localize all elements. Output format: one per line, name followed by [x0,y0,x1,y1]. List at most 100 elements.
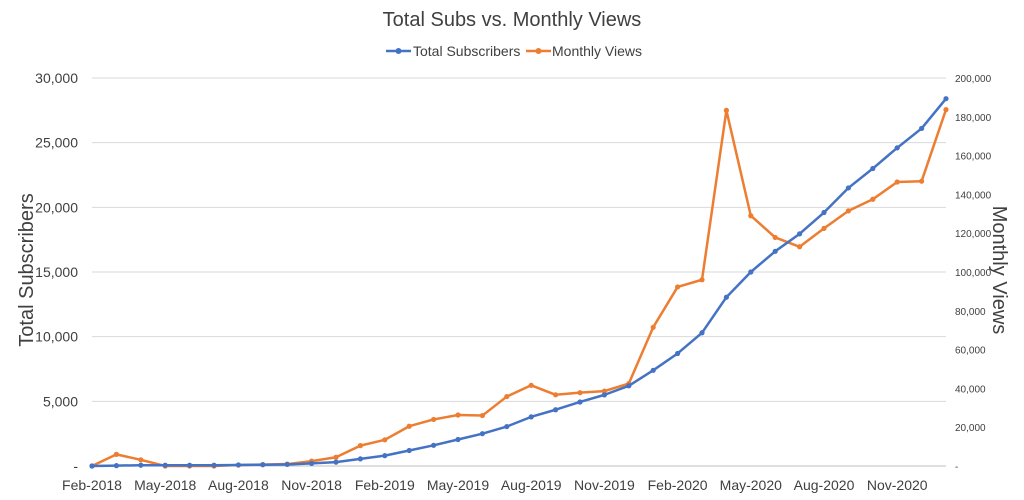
point-monthly-views [797,244,803,250]
point-total-subscribers [162,462,168,468]
y-right-tick-label: - [955,462,958,473]
point-monthly-views [772,234,778,241]
point-total-subscribers [211,462,217,468]
point-total-subscribers [504,423,510,430]
point-total-subscribers [723,294,730,300]
y-left-axis-title: Total Subscribers [16,193,38,346]
legend-label-monthly-views: Monthly Views [552,43,642,59]
point-monthly-views [333,454,339,460]
point-monthly-views [919,178,925,184]
y-right-tick-label: 160,000 [955,152,992,163]
point-total-subscribers [479,431,485,437]
point-total-subscribers [675,350,681,357]
x-tick-label: Nov-2019 [574,477,635,493]
point-total-subscribers [431,442,437,448]
point-total-subscribers [113,463,119,469]
point-total-subscribers [943,96,949,102]
y-right-tick-label: 120,000 [955,229,992,240]
point-total-subscribers [797,231,803,237]
y-left-tick-label: - [73,458,78,474]
point-total-subscribers [748,269,754,275]
point-monthly-views [943,107,949,113]
chart-title: Total Subs vs. Monthly Views [383,9,642,31]
point-monthly-views [382,437,388,443]
point-monthly-views [675,284,681,290]
point-monthly-views [870,196,876,202]
y-left-tick-label: 15,000 [35,264,78,280]
point-total-subscribers [577,399,583,405]
point-monthly-views [650,324,656,330]
point-monthly-views [528,382,534,388]
point-monthly-views [431,416,437,423]
x-tick-label: Aug-2019 [501,477,562,493]
x-tick-label: Aug-2020 [794,477,855,493]
point-total-subscribers [309,460,315,467]
point-monthly-views [357,443,363,449]
point-total-subscribers [553,407,559,413]
point-total-subscribers [284,461,290,468]
x-tick-label: May-2019 [427,477,489,493]
legend: Total Subscribers Monthly Views [386,43,642,59]
point-monthly-views [723,107,730,113]
point-monthly-views [577,390,583,396]
axes: - 5,000 10,000 15,000 20,000 25,000 30,000 - 20,… [35,70,991,493]
point-total-subscribers [821,209,827,216]
point-monthly-views [821,225,827,231]
point-total-subscribers [894,145,900,151]
point-total-subscribers [845,185,852,191]
y-right-tick-label: 80,000 [955,307,986,318]
point-monthly-views [138,457,144,463]
gridlines [92,77,946,467]
point-total-subscribers [260,462,266,468]
point-total-subscribers [626,383,632,389]
legend-marker-total-subscribers [395,48,402,54]
point-monthly-views [748,213,754,219]
point-total-subscribers [333,459,339,465]
point-monthly-views [601,388,608,394]
point-monthly-views [845,208,852,214]
y-right-tick-label: 40,000 [955,384,986,395]
point-monthly-views [113,451,119,457]
point-monthly-views [406,423,412,429]
point-total-subscribers [357,456,363,462]
series-line-total-subscribers [91,97,947,468]
point-monthly-views [699,277,705,283]
point-total-subscribers [919,125,925,132]
y-right-tick-label: 100,000 [955,268,992,279]
y-left-tick-label: 20,000 [35,199,78,215]
y-right-tick-label: 180,000 [955,113,992,124]
point-total-subscribers [870,165,876,172]
y-left-tick-label: 30,000 [35,70,78,86]
point-monthly-views [479,412,485,419]
legend-marker-monthly-views [535,48,542,54]
point-total-subscribers [528,414,534,420]
point-total-subscribers [89,463,95,469]
x-tick-label: May-2020 [720,477,782,493]
y-right-axis-title: Monthly Views [988,206,1010,335]
y-left-tick-label: 25,000 [35,135,78,151]
x-tick-label: Feb-2020 [648,477,708,493]
series-line-monthly-views [91,109,948,468]
point-total-subscribers [138,462,144,468]
point-total-subscribers [235,462,241,468]
point-monthly-views [504,393,510,400]
x-tick-label: Feb-2018 [62,477,122,493]
x-tick-label: Nov-2018 [281,477,342,493]
point-monthly-views [553,392,559,398]
legend-label-total-subscribers: Total Subscribers [413,43,520,59]
point-total-subscribers [382,453,388,459]
x-tick-label: Feb-2019 [355,477,415,493]
y-left-tick-label: 5,000 [43,393,78,409]
point-total-subscribers [699,330,705,336]
point-monthly-views [894,179,900,185]
series [89,96,949,469]
y-right-tick-label: 60,000 [955,346,986,357]
y-left-tick-label: 10,000 [35,329,78,345]
point-total-subscribers [187,462,193,468]
x-tick-label: May-2018 [134,477,196,493]
x-tick-label: Aug-2018 [208,477,269,493]
point-total-subscribers [772,248,778,254]
point-total-subscribers [406,447,412,454]
